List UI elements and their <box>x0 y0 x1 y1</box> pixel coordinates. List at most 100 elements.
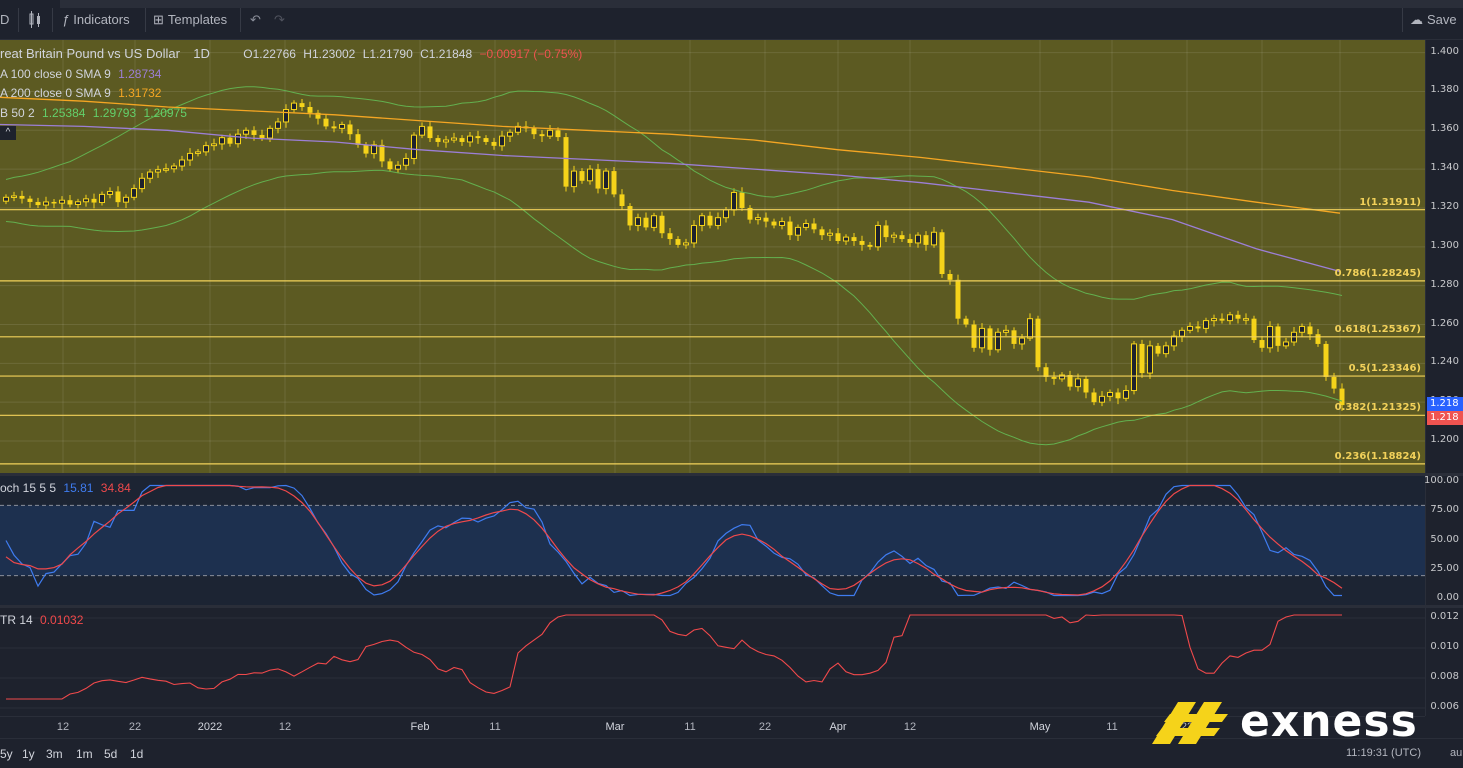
candle-body-up <box>1131 343 1137 392</box>
range-button-1m[interactable]: 1m <box>76 747 93 761</box>
indicators-button[interactable]: ƒ Indicators <box>62 10 130 30</box>
candle-body-up <box>499 135 505 147</box>
candle-body-up <box>139 177 145 190</box>
candle-body-up <box>891 234 897 238</box>
range-button-1y[interactable]: 1y <box>22 747 35 761</box>
time-axis-label: 2022 <box>197 721 223 733</box>
fib-level-label: 1(1.31911) <box>1359 197 1421 208</box>
clock[interactable]: 11:19:31 (UTC) <box>1346 747 1421 759</box>
time-axis[interactable]: 12 22 2022 12 Feb 11 Mar 11 22 Apr 12 May 11 22 <box>0 716 1425 738</box>
range-button-1d[interactable]: 1d <box>130 747 144 761</box>
undo-icon[interactable]: ↶ <box>250 12 261 27</box>
bb-legend[interactable]: B 50 2 1.25384 1.29793 1.20975 <box>0 106 187 120</box>
toolbar-divider <box>240 8 241 32</box>
candle-body-down <box>595 169 601 189</box>
range-button-5y[interactable]: 5y <box>0 747 13 761</box>
symbol-legend: reat Britain Pound vs US Dollar 1D O1.22… <box>0 46 582 61</box>
candle-body-up <box>75 201 81 205</box>
stoch-d-value: 34.84 <box>100 481 131 495</box>
ohlc-close: C1.21848 <box>420 47 473 61</box>
atr-pane[interactable]: TR 14 0.01032 <box>0 608 1425 716</box>
candle-body-down <box>659 215 665 234</box>
candle-body-down <box>675 239 681 245</box>
collapse-legend-icon[interactable]: ^ <box>0 126 16 140</box>
candle-body-up <box>99 193 105 204</box>
candle-body-up <box>651 215 657 228</box>
candle-body-down <box>1083 378 1089 393</box>
candle-body-up <box>1099 395 1105 403</box>
candle-body-down <box>1275 326 1281 346</box>
last-price-tag[interactable]: 1.218 <box>1427 411 1463 425</box>
clock-suffix[interactable]: au <box>1450 747 1463 759</box>
atr-legend[interactable]: TR 14 0.01032 <box>0 613 83 627</box>
candle-body-down <box>747 207 753 220</box>
stoch-pane[interactable]: och 15 5 5 15.81 34.84 <box>0 476 1425 605</box>
atr-axis[interactable]: 0.012 0.010 0.008 0.006 <box>1425 608 1463 716</box>
candle-body-up <box>267 127 273 139</box>
candle-body-up <box>123 196 129 203</box>
pane-separator[interactable] <box>0 473 1463 476</box>
bollinger-lower-line <box>5 169 1343 446</box>
stoch-d-line <box>5 484 1343 596</box>
save-button[interactable]: ☁ Save <box>1410 10 1457 30</box>
ma100-legend[interactable]: A 100 close 0 SMA 9 1.28734 <box>0 67 161 81</box>
candle-body-up <box>683 242 689 246</box>
interval-label[interactable]: 1D <box>193 46 210 61</box>
candle-body-down <box>539 134 545 137</box>
fib-level-label: 0.618(1.25367) <box>1334 324 1421 335</box>
candle-body-down <box>643 217 649 228</box>
candle-body-up <box>723 209 729 219</box>
candle-body-up <box>107 190 113 195</box>
stoch-label: och 15 5 5 <box>0 481 57 495</box>
range-button-3m[interactable]: 3m <box>46 747 63 761</box>
candle-body-down <box>91 198 97 203</box>
bb-label: B 50 2 <box>0 106 35 120</box>
candle-body-up <box>395 164 401 170</box>
ma200-label: A 200 close 0 SMA 9 <box>0 86 111 100</box>
candle-body-down <box>299 103 305 107</box>
candle-body-down <box>787 221 793 236</box>
candle-body-down <box>907 239 913 243</box>
candle-body-down <box>27 198 33 202</box>
redo-icon[interactable]: ↷ <box>274 12 285 27</box>
candle-body-down <box>707 215 713 226</box>
stoch-legend[interactable]: och 15 5 5 15.81 34.84 <box>0 481 131 495</box>
candle-body-down <box>1195 326 1201 329</box>
candle-body-down <box>227 137 233 144</box>
candle-body-down <box>115 191 121 203</box>
candle-body-up <box>1163 345 1169 355</box>
candle-body-up <box>587 168 593 182</box>
atr-chart[interactable] <box>0 608 1425 716</box>
stoch-axis-label: 50.00 <box>1430 534 1459 545</box>
templates-button[interactable]: ⊞ Templates <box>153 10 227 30</box>
candle-body-down <box>835 233 841 241</box>
candle-body-up <box>163 168 169 171</box>
price-pane[interactable]: reat Britain Pound vs US Dollar 1D O1.22… <box>0 40 1425 473</box>
candle-body-up <box>1179 329 1185 337</box>
atr-axis-label: 0.006 <box>1430 701 1459 712</box>
candle-body-up <box>155 169 161 173</box>
last-price-tag[interactable]: 1.218 <box>1427 397 1463 411</box>
candle-body-down <box>851 237 857 241</box>
price-chart[interactable] <box>0 40 1425 473</box>
candle-body-down <box>259 134 265 139</box>
time-axis-label: 11 <box>489 721 501 733</box>
time-axis-label: 12 <box>56 721 70 733</box>
candle-body-up <box>1147 345 1153 374</box>
candle-style-icon[interactable] <box>27 10 43 30</box>
price-axis-label: 1.380 <box>1430 84 1459 95</box>
ma200-legend[interactable]: A 200 close 0 SMA 9 1.31732 <box>0 86 161 100</box>
cloud-icon: ☁ <box>1410 12 1423 27</box>
ohlc-high: H1.23002 <box>303 47 356 61</box>
time-axis-label: Mar <box>605 721 625 733</box>
candle-body-up <box>691 224 697 244</box>
stoch-chart[interactable] <box>0 476 1425 605</box>
range-button-5d[interactable]: 5d <box>104 747 118 761</box>
stoch-axis[interactable]: 100.00 75.00 50.00 25.00 0.00 <box>1424 475 1463 605</box>
candle-body-up <box>1243 318 1249 321</box>
templates-label: Templates <box>167 12 228 27</box>
pane-separator[interactable] <box>0 605 1463 608</box>
candle-body-up <box>443 139 449 143</box>
symbol-stub[interactable]: D <box>0 12 10 27</box>
price-axis-label: 1.260 <box>1430 318 1459 329</box>
